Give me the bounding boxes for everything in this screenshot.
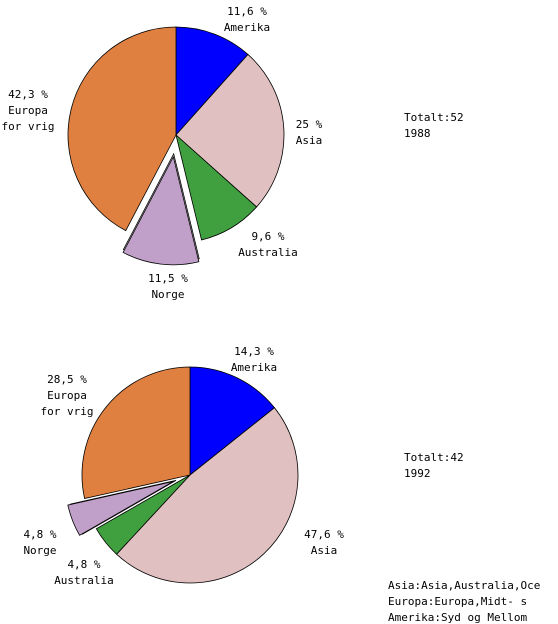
pie-slice-amerika — [189, 366, 276, 476]
pie-slice-australia — [95, 474, 191, 555]
slice-label-norge: 11,5 % Norge — [148, 272, 188, 301]
slice-label-amerika: 11,6 % Amerika — [224, 5, 270, 34]
slice-label-australia: 9,6 % Australia — [238, 230, 298, 259]
pie-slice-europa-for-vrig — [67, 26, 177, 232]
slice-label-norge: 4,8 % Norge — [23, 528, 56, 557]
note-asia: Asia:Asia,Australia,Oce — [388, 579, 540, 592]
slice-label-amerika: 14,3 % Amerika — [231, 345, 277, 374]
pie-slice-asia — [115, 407, 299, 584]
pie-chart-1988: 11,6 % Amerika 25 % Asia 9,6 % Australia 11,5 … — [2, 5, 323, 301]
slice-label-europa-for-vrig: 42,3 % Europa for vrig — [2, 88, 55, 133]
total-1988: Totalt:52 — [404, 111, 464, 124]
slice-label-asia: 25 % Asia — [296, 118, 323, 147]
note-europa: Europa:Europa,Midt- s — [388, 595, 527, 608]
slice-label-asia: 47,6 % Asia — [304, 528, 344, 557]
slice-label-europa-for-vrig: 28,5 % Europa for vrig — [41, 373, 94, 418]
note-amerika: Amerika:Syd og Mellom — [388, 611, 527, 624]
pie-chart-1992: 14,3 % Amerika 47,6 % Asia 4,8 % Australia4,8… — [23, 345, 344, 587]
pie-slice-asia — [175, 53, 285, 208]
pie-slice-norge — [122, 155, 200, 266]
pie-slice-norge — [67, 481, 174, 536]
pie-slice-australia — [175, 133, 258, 241]
pie-slice-europa-for-vrig — [81, 366, 191, 500]
slice-label-australia: 4,8 % Australia — [54, 558, 114, 587]
total-1992: Totalt:42 — [404, 451, 464, 464]
year-1992: 1992 — [404, 467, 431, 480]
year-1988: 1988 — [404, 127, 431, 140]
pie-slice-amerika — [175, 26, 249, 137]
